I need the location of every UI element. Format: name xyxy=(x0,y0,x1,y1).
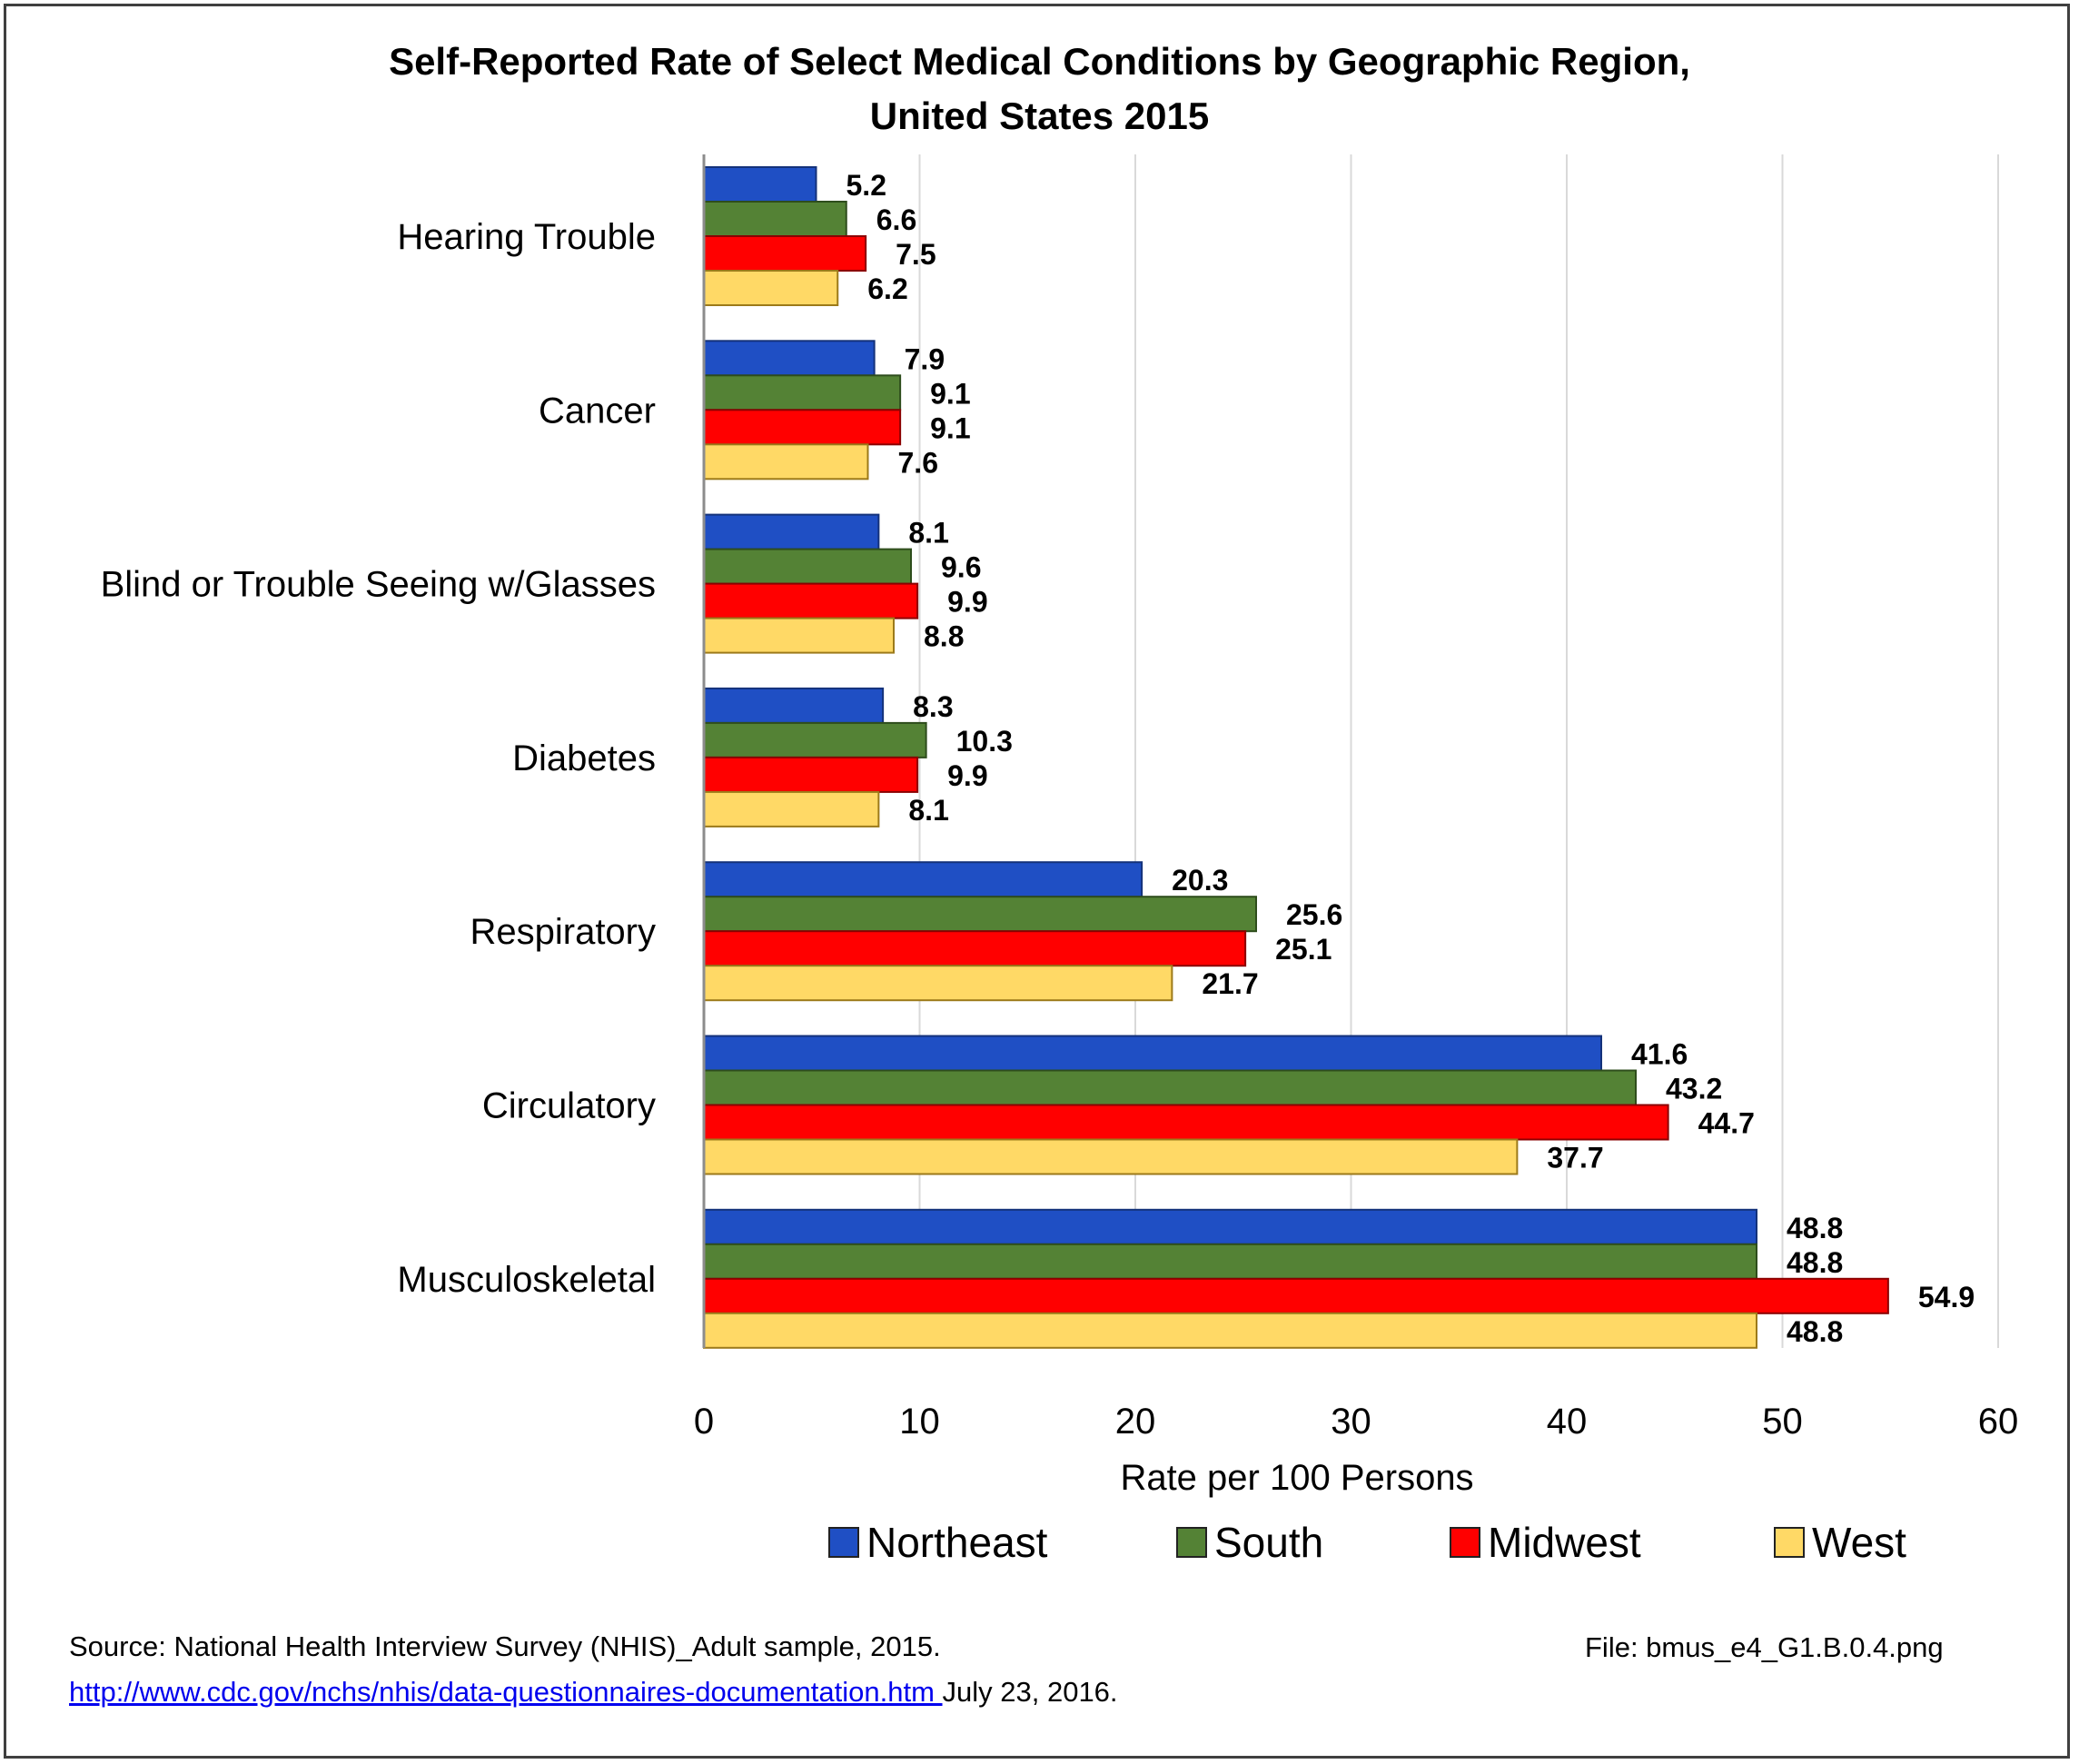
file-label: File: bmus_e4_G1.B.0.4.png xyxy=(1585,1631,1944,1663)
bar-south xyxy=(703,374,902,411)
legend-item-northeast: Northeast xyxy=(828,1515,1047,1570)
x-axis-title: Rate per 100 Persons xyxy=(1120,1458,1473,1498)
x-tick-label: 60 xyxy=(1978,1402,2019,1442)
bar-northeast xyxy=(703,1035,1602,1072)
data-label: 25.1 xyxy=(1275,933,1332,966)
legend-item-midwest: Midwest xyxy=(1450,1515,1641,1570)
category-label: Musculoskeletal xyxy=(397,1260,656,1300)
bar-northeast xyxy=(703,166,817,203)
data-label: 9.6 xyxy=(941,551,981,584)
data-label: 7.5 xyxy=(896,238,936,271)
data-label: 48.8 xyxy=(1787,1315,1843,1348)
x-tick-label: 10 xyxy=(899,1402,940,1442)
source-date: July 23, 2016. xyxy=(942,1676,1118,1708)
data-label: 7.6 xyxy=(898,446,938,479)
bar-west xyxy=(703,790,880,827)
source-line-2: http://www.cdc.gov/nchs/nhis/data-questi… xyxy=(69,1670,1118,1715)
data-label: 8.3 xyxy=(913,690,953,723)
bar-south xyxy=(703,896,1257,933)
bar-west xyxy=(703,965,1173,1002)
legend-item-south: South xyxy=(1176,1515,1323,1570)
category-label: Respiratory xyxy=(470,912,656,952)
category-label: Diabetes xyxy=(512,738,656,778)
bar-south xyxy=(703,1069,1637,1106)
data-label: 9.9 xyxy=(947,759,987,792)
bars xyxy=(703,166,1889,1349)
x-tick-label: 0 xyxy=(694,1402,714,1442)
data-label: 6.6 xyxy=(876,203,916,236)
data-label: 41.6 xyxy=(1631,1038,1688,1071)
category-labels: Hearing Trouble Cancer Blind or Trouble Se… xyxy=(101,217,656,1300)
data-labels: 5.26.67.56.27.99.19.17.68.19.69.98.88.31… xyxy=(846,169,1975,1348)
data-label: 37.7 xyxy=(1547,1142,1603,1174)
legend: Northeast South Midwest West xyxy=(0,1515,2079,1570)
data-label: 21.7 xyxy=(1202,967,1258,1000)
category-label: Hearing Trouble xyxy=(397,217,656,257)
chart-title-line-2: United States 2015 xyxy=(869,94,1210,137)
data-label: 10.3 xyxy=(956,725,1013,758)
data-label: 9.1 xyxy=(930,377,970,410)
data-label: 7.9 xyxy=(905,342,945,375)
source-link[interactable]: http://www.cdc.gov/nchs/nhis/data-questi… xyxy=(69,1676,943,1708)
bar-midwest xyxy=(703,756,919,793)
data-label: 54.9 xyxy=(1918,1281,1975,1313)
bar-midwest xyxy=(703,1104,1669,1141)
data-label: 44.7 xyxy=(1698,1107,1755,1140)
x-tick-label: 50 xyxy=(1762,1402,1803,1442)
data-label: 5.2 xyxy=(846,169,886,202)
data-label: 9.9 xyxy=(947,586,987,619)
data-label: 6.2 xyxy=(867,273,907,305)
category-label: Blind or Trouble Seeing w/Glasses xyxy=(101,565,656,605)
legend-swatch xyxy=(1176,1527,1207,1558)
bar-south xyxy=(703,548,912,585)
bar-west xyxy=(703,270,839,306)
bar-west xyxy=(703,617,895,654)
bar-south xyxy=(703,721,927,758)
data-label: 8.8 xyxy=(924,620,964,653)
data-label: 43.2 xyxy=(1666,1073,1722,1105)
bar-midwest xyxy=(703,1277,1889,1314)
source-note: Source: National Health Interview Survey… xyxy=(69,1624,1118,1715)
legend-swatch xyxy=(828,1527,859,1558)
bar-south xyxy=(703,1243,1757,1280)
bar-northeast xyxy=(703,687,885,724)
bar-northeast xyxy=(703,861,1143,898)
bar-midwest xyxy=(703,582,919,619)
bar-midwest xyxy=(703,409,902,446)
chart-title-line-1: Self-Reported Rate of Select Medical Con… xyxy=(389,40,1690,83)
data-label: 8.1 xyxy=(908,794,948,827)
legend-label: Northeast xyxy=(866,1519,1048,1566)
bar-northeast xyxy=(703,513,880,550)
data-label: 9.1 xyxy=(930,411,970,444)
legend-label: West xyxy=(1812,1519,1906,1566)
legend-label: Midwest xyxy=(1488,1519,1641,1566)
chart-title: Self-Reported Rate of Select Medical Con… xyxy=(0,35,2079,144)
bar-midwest xyxy=(703,930,1247,967)
x-axis-ticks: 0 10 20 30 40 50 60 xyxy=(694,1402,2018,1442)
bar-northeast xyxy=(703,340,876,377)
x-tick-label: 30 xyxy=(1331,1402,1371,1442)
legend-swatch xyxy=(1450,1527,1480,1558)
bar-northeast xyxy=(703,1208,1757,1245)
category-label: Cancer xyxy=(539,391,656,431)
category-label: Circulatory xyxy=(482,1086,656,1126)
data-label: 8.1 xyxy=(908,517,948,550)
bar-west xyxy=(703,1312,1757,1349)
bar-south xyxy=(703,201,847,237)
legend-item-west: West xyxy=(1774,1515,1906,1570)
data-label: 48.8 xyxy=(1787,1246,1843,1279)
bar-west xyxy=(703,1138,1519,1175)
legend-label: South xyxy=(1214,1519,1324,1566)
legend-swatch xyxy=(1774,1527,1805,1558)
data-label: 20.3 xyxy=(1172,864,1228,897)
bar-midwest xyxy=(703,235,867,272)
data-label: 25.6 xyxy=(1286,898,1342,931)
source-text: Source: National Health Interview Survey… xyxy=(69,1630,941,1662)
x-tick-label: 20 xyxy=(1115,1402,1156,1442)
bar-chart: 5.26.67.56.27.99.19.17.68.19.69.98.88.31… xyxy=(101,154,2018,1498)
bar-west xyxy=(703,443,869,481)
x-tick-label: 40 xyxy=(1547,1402,1588,1442)
data-label: 48.8 xyxy=(1787,1212,1843,1244)
